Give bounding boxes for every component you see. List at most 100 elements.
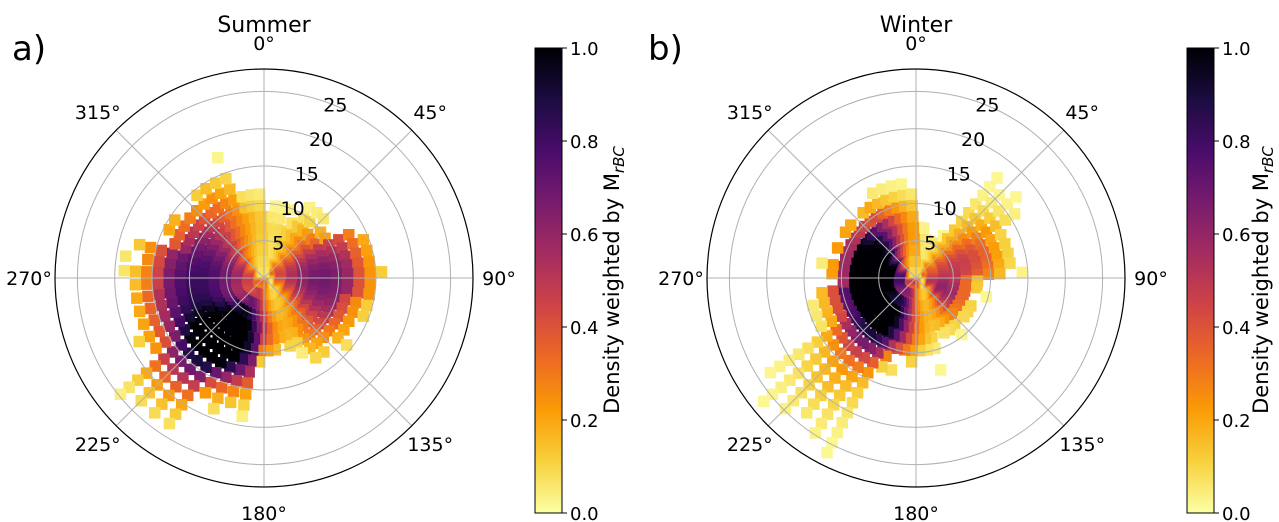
density-cell bbox=[876, 361, 888, 373]
density-cell bbox=[364, 277, 376, 290]
density-cell bbox=[236, 329, 248, 342]
density-cell bbox=[880, 350, 892, 363]
density-cell bbox=[220, 197, 232, 209]
density-cell bbox=[341, 259, 353, 271]
density-cell bbox=[870, 333, 883, 345]
density-cell bbox=[840, 253, 852, 265]
density-cell bbox=[900, 333, 913, 345]
density-cell bbox=[218, 333, 231, 345]
radial-tick-label: 10 bbox=[281, 198, 305, 220]
density-cell bbox=[242, 212, 254, 225]
density-cell bbox=[897, 189, 909, 201]
density-cell bbox=[323, 305, 335, 317]
density-cell bbox=[318, 346, 330, 358]
density-cell bbox=[297, 211, 310, 223]
density-cell bbox=[177, 372, 189, 384]
density-cell bbox=[908, 244, 921, 256]
density-cell bbox=[205, 337, 217, 349]
density-cell bbox=[845, 239, 857, 251]
density-cell bbox=[319, 275, 332, 287]
density-cell bbox=[872, 347, 884, 359]
density-cell bbox=[867, 357, 879, 369]
density-cell bbox=[317, 256, 330, 268]
density-cell bbox=[827, 259, 839, 271]
density-cell bbox=[175, 399, 188, 411]
density-cell bbox=[315, 250, 328, 262]
density-cell bbox=[816, 287, 828, 299]
density-cell bbox=[347, 306, 359, 318]
density-heatmap bbox=[758, 172, 1028, 459]
density-cell bbox=[845, 219, 857, 231]
density-cell bbox=[834, 389, 846, 402]
density-cell bbox=[343, 315, 355, 327]
density-cell bbox=[999, 238, 1011, 250]
angle-tick-label: 315° bbox=[75, 102, 121, 124]
density-cell bbox=[836, 363, 848, 376]
density-cell bbox=[269, 344, 282, 356]
radial-tick-label: 15 bbox=[947, 164, 971, 186]
density-cell bbox=[228, 350, 240, 363]
density-cell bbox=[319, 311, 331, 324]
density-cell bbox=[352, 287, 364, 299]
density-cell bbox=[872, 197, 884, 209]
density-cell bbox=[343, 229, 355, 241]
density-cell bbox=[182, 389, 194, 402]
density-cell bbox=[882, 217, 894, 229]
density-cell bbox=[907, 221, 920, 234]
density-cell bbox=[838, 283, 850, 296]
density-cell bbox=[215, 187, 227, 199]
density-cell bbox=[254, 199, 266, 212]
density-cell bbox=[140, 278, 153, 290]
density-cell bbox=[845, 305, 857, 317]
density-cell bbox=[304, 342, 316, 355]
density-cell bbox=[839, 226, 852, 238]
density-cell bbox=[965, 244, 977, 256]
density-cell bbox=[200, 250, 213, 262]
colorbar-label: Density weighted by MrBC bbox=[1249, 146, 1277, 414]
density-cell bbox=[852, 361, 864, 373]
density-cell bbox=[274, 212, 286, 225]
density-cell bbox=[118, 264, 130, 277]
density-cell bbox=[284, 204, 296, 216]
density-cell bbox=[328, 253, 340, 265]
polar-grid bbox=[54, 68, 474, 488]
density-cell bbox=[341, 285, 353, 297]
density-cell bbox=[1001, 198, 1014, 210]
density-cell bbox=[194, 370, 206, 383]
density-cell bbox=[821, 446, 833, 459]
density-cell bbox=[152, 266, 164, 279]
density-cell bbox=[188, 253, 200, 265]
density-cell bbox=[339, 294, 351, 306]
density-cell bbox=[891, 342, 903, 354]
density-cell bbox=[169, 330, 181, 342]
density-cell bbox=[246, 200, 259, 212]
density-cell bbox=[328, 291, 340, 303]
density-cell bbox=[898, 200, 911, 212]
density-cell bbox=[913, 333, 925, 346]
density-cell bbox=[120, 250, 132, 262]
density-cell bbox=[835, 310, 847, 322]
density-cell bbox=[884, 340, 896, 352]
density-cell bbox=[826, 267, 838, 280]
density-cell bbox=[827, 399, 840, 411]
density-cell bbox=[857, 207, 869, 219]
radial-tick-label: 15 bbox=[295, 164, 319, 186]
density-cell bbox=[267, 211, 280, 223]
density-cell bbox=[1002, 247, 1014, 260]
angle-tick-label: 0° bbox=[905, 33, 927, 55]
density-cell bbox=[336, 302, 349, 314]
density-cell bbox=[375, 266, 388, 278]
density-cell bbox=[133, 238, 146, 251]
angular-gridline bbox=[115, 277, 265, 427]
density-cell bbox=[254, 344, 266, 357]
density-cell bbox=[198, 198, 210, 210]
density-cell bbox=[975, 219, 987, 231]
density-cell bbox=[205, 207, 217, 219]
density-cell bbox=[347, 238, 359, 250]
density-cell bbox=[183, 310, 195, 322]
density-cell bbox=[895, 178, 907, 190]
density-cell bbox=[831, 426, 843, 439]
angular-gridline bbox=[767, 277, 917, 427]
colorbar-tick-label: 0.0 bbox=[570, 504, 599, 522]
density-cell bbox=[166, 247, 178, 260]
